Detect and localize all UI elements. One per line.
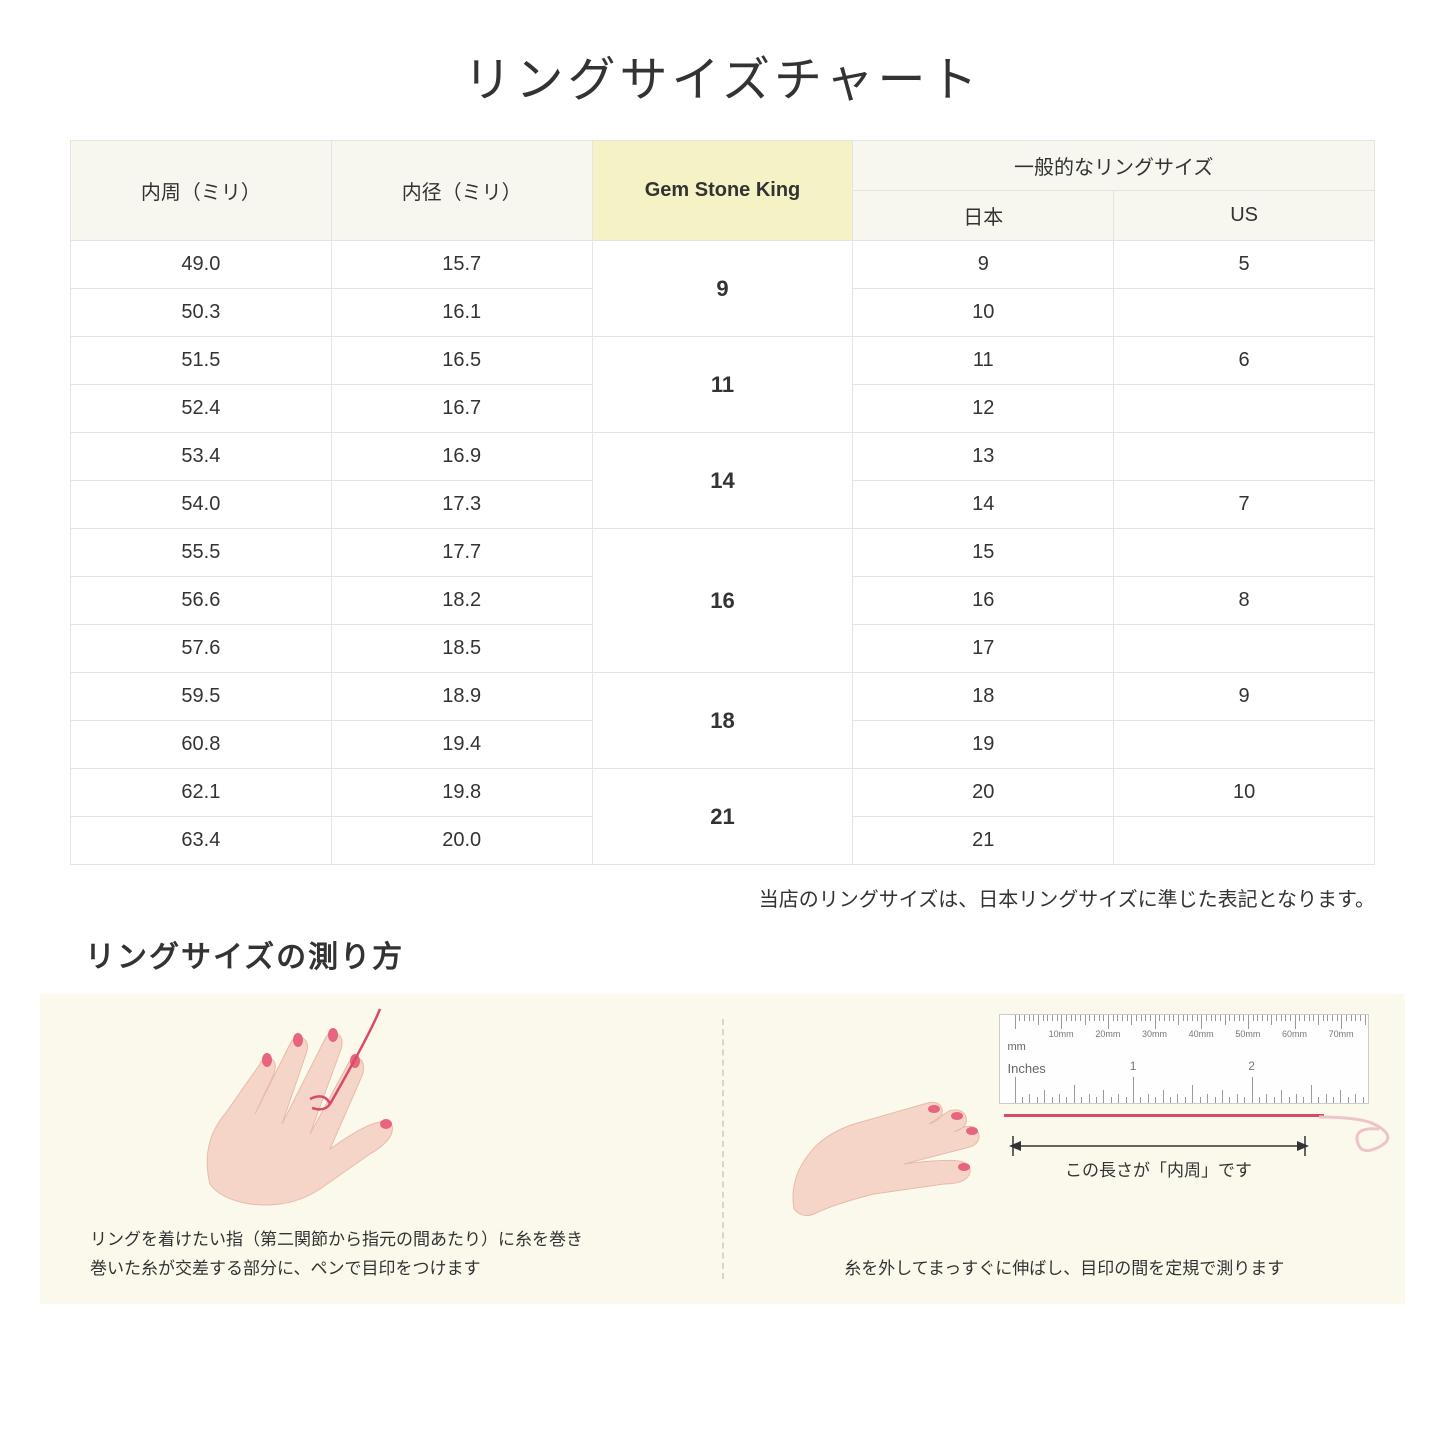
cell-circumference: 63.4: [71, 817, 332, 865]
cell-japan-size: 9: [853, 241, 1114, 289]
cell-japan-size: 16: [853, 577, 1114, 625]
header-diameter: 内径（ミリ）: [331, 141, 592, 241]
table-row: 62.119.8212010: [71, 769, 1375, 817]
table-row: 53.416.91413: [71, 433, 1375, 481]
cell-japan-size: 20: [853, 769, 1114, 817]
cell-us-size: 5: [1114, 241, 1375, 289]
cell-japan-size: 17: [853, 625, 1114, 673]
cell-diameter: 18.2: [331, 577, 592, 625]
table-row: 55.517.71615: [71, 529, 1375, 577]
cell-japan-size: 18: [853, 673, 1114, 721]
howto-step-2: mm Inches 10mm20mm30mm40mm50mm60mm70mm12…: [724, 994, 1406, 1304]
header-gsk: Gem Stone King: [592, 141, 853, 241]
cell-us-size: [1114, 433, 1375, 481]
table-row: 59.518.918189: [71, 673, 1375, 721]
cell-circumference: 62.1: [71, 769, 332, 817]
ruler-inches-label: Inches: [1008, 1061, 1046, 1076]
hand-illustration-measure: [784, 1069, 1004, 1229]
cell-japan-size: 15: [853, 529, 1114, 577]
cell-japan-size: 19: [853, 721, 1114, 769]
cell-gsk-size: 9: [592, 241, 853, 337]
cell-japan-size: 14: [853, 481, 1114, 529]
cell-circumference: 60.8: [71, 721, 332, 769]
cell-circumference: 51.5: [71, 337, 332, 385]
cell-diameter: 17.7: [331, 529, 592, 577]
hand-illustration-wrap: [170, 1004, 450, 1214]
cell-diameter: 16.1: [331, 289, 592, 337]
thread-curl: [1319, 1089, 1409, 1159]
page-title: リングサイズチャート: [0, 0, 1445, 140]
cell-circumference: 57.6: [71, 625, 332, 673]
cell-circumference: 59.5: [71, 673, 332, 721]
cell-circumference: 55.5: [71, 529, 332, 577]
howto-section: リングを着けたい指（第二関節から指元の間あたり）に糸を巻き 巻いた糸が交差する部…: [40, 994, 1405, 1304]
cell-circumference: 56.6: [71, 577, 332, 625]
cell-diameter: 18.5: [331, 625, 592, 673]
ruler-mm-label: mm: [1008, 1041, 1026, 1053]
cell-circumference: 50.3: [71, 289, 332, 337]
cell-diameter: 15.7: [331, 241, 592, 289]
cell-us-size: [1114, 385, 1375, 433]
cell-circumference: 54.0: [71, 481, 332, 529]
howto-step-1: リングを着けたい指（第二関節から指元の間あたり）に糸を巻き 巻いた糸が交差する部…: [40, 994, 722, 1304]
cell-circumference: 49.0: [71, 241, 332, 289]
howto-step-1-caption: リングを着けたい指（第二関節から指元の間あたり）に糸を巻き 巻いた糸が交差する部…: [90, 1226, 672, 1284]
measure-arrow: [1009, 1136, 1309, 1156]
table-row: 49.015.7995: [71, 241, 1375, 289]
thread-line: [1004, 1114, 1324, 1117]
cell-us-size: 7: [1114, 481, 1375, 529]
cell-us-size: [1114, 817, 1375, 865]
cell-diameter: 17.3: [331, 481, 592, 529]
header-general-group: 一般的なリングサイズ: [853, 141, 1375, 191]
howto-step-2-caption: 糸を外してまっすぐに伸ばし、目印の間を定規で測ります: [774, 1255, 1356, 1284]
cell-us-size: 9: [1114, 673, 1375, 721]
cell-us-size: [1114, 721, 1375, 769]
cell-circumference: 52.4: [71, 385, 332, 433]
header-japan: 日本: [853, 191, 1114, 241]
cell-gsk-size: 11: [592, 337, 853, 433]
cell-us-size: 6: [1114, 337, 1375, 385]
cell-diameter: 18.9: [331, 673, 592, 721]
cell-gsk-size: 14: [592, 433, 853, 529]
cell-diameter: 16.7: [331, 385, 592, 433]
cell-diameter: 19.8: [331, 769, 592, 817]
cell-japan-size: 13: [853, 433, 1114, 481]
ruler-illustration: mm Inches 10mm20mm30mm40mm50mm60mm70mm12: [999, 1014, 1369, 1104]
howto-title: リングサイズの測り方: [0, 912, 1445, 994]
cell-diameter: 20.0: [331, 817, 592, 865]
cell-diameter: 19.4: [331, 721, 592, 769]
table-row: 51.516.511116: [71, 337, 1375, 385]
arrow-label: この長さが「内周」です: [1009, 1156, 1309, 1181]
cell-gsk-size: 21: [592, 769, 853, 865]
header-circumference: 内周（ミリ）: [71, 141, 332, 241]
cell-us-size: 8: [1114, 577, 1375, 625]
cell-japan-size: 11: [853, 337, 1114, 385]
cell-diameter: 16.5: [331, 337, 592, 385]
cell-us-size: [1114, 529, 1375, 577]
cell-japan-size: 10: [853, 289, 1114, 337]
header-us: US: [1114, 191, 1375, 241]
cell-us-size: [1114, 289, 1375, 337]
cell-us-size: 10: [1114, 769, 1375, 817]
cell-japan-size: 12: [853, 385, 1114, 433]
cell-gsk-size: 18: [592, 673, 853, 769]
size-chart-table: 内周（ミリ） 内径（ミリ） Gem Stone King 一般的なリングサイズ …: [0, 140, 1445, 865]
cell-japan-size: 21: [853, 817, 1114, 865]
cell-diameter: 16.9: [331, 433, 592, 481]
cell-circumference: 53.4: [71, 433, 332, 481]
cell-gsk-size: 16: [592, 529, 853, 673]
cell-us-size: [1114, 625, 1375, 673]
footnote: 当店のリングサイズは、日本リングサイズに準じた表記となります。: [0, 865, 1445, 912]
